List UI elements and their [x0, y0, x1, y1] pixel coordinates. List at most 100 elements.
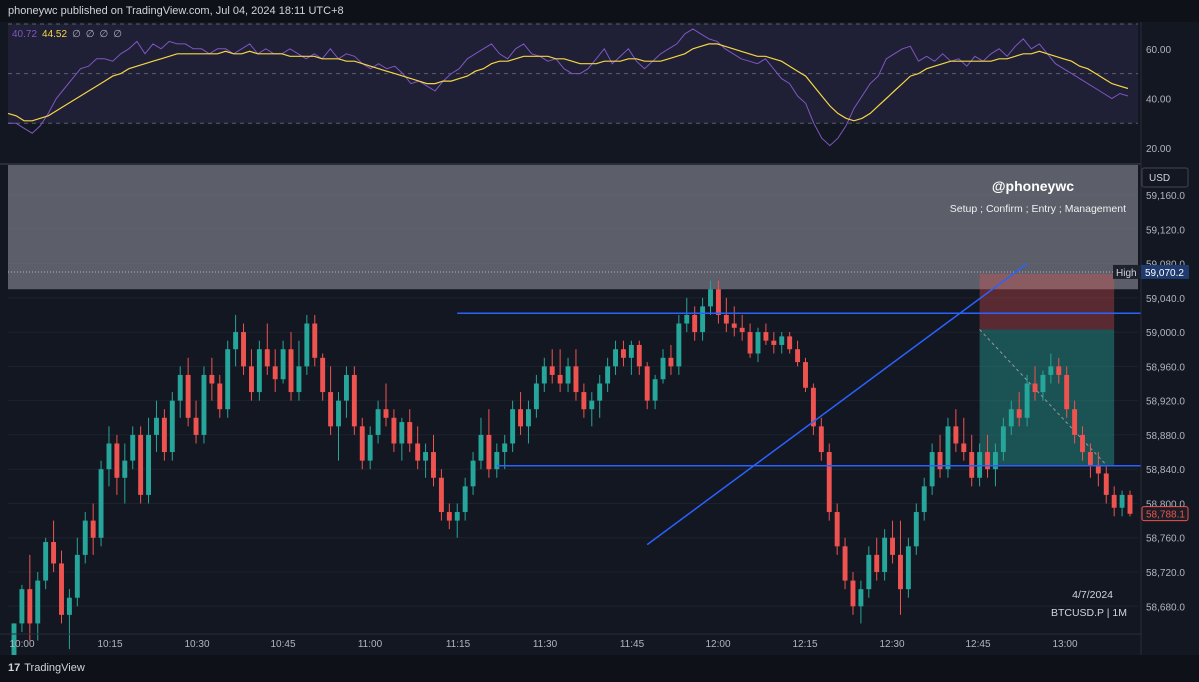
candle-body — [288, 349, 294, 393]
candle — [169, 392, 175, 461]
candle — [82, 512, 88, 564]
watermark-subtitle: Setup ; Confirm ; Entry ; Management — [950, 203, 1126, 215]
candle-body — [818, 426, 824, 453]
candle-body — [913, 512, 919, 547]
candle — [114, 434, 120, 495]
position-stop-zone — [979, 273, 1115, 330]
candle — [470, 452, 476, 495]
price-tick-label: 59,040.0 — [1146, 294, 1185, 305]
candle-body — [605, 366, 611, 384]
candle-body — [1040, 374, 1046, 393]
price-tick-label: 58,920.0 — [1146, 397, 1185, 408]
candle — [961, 417, 967, 461]
candle — [320, 353, 326, 401]
candle — [763, 323, 769, 345]
candle — [272, 349, 278, 393]
rsi-tick-label: 40.00 — [1146, 94, 1171, 105]
candle — [557, 349, 563, 393]
candle-body — [122, 460, 128, 478]
chart-footer: 17 TradingView — [0, 655, 1199, 682]
candle — [739, 314, 745, 341]
candle — [494, 443, 500, 478]
candle-body — [280, 349, 286, 380]
candle — [636, 340, 642, 375]
last-price-tag — [1141, 506, 1189, 522]
candle — [1056, 357, 1062, 384]
candle — [755, 327, 761, 363]
price-tick-label: 58,800.0 — [1146, 499, 1185, 510]
candle — [826, 443, 832, 521]
candle — [431, 434, 436, 487]
candle-body — [19, 589, 25, 624]
candle — [288, 332, 294, 401]
candle-body — [328, 392, 334, 427]
candle-body — [676, 323, 682, 367]
candle — [375, 400, 381, 444]
candle-body — [1119, 494, 1125, 508]
candle — [264, 323, 270, 375]
time-tick-label: 12:15 — [792, 639, 817, 650]
candle — [161, 409, 167, 461]
candle — [929, 443, 935, 495]
candle-body — [526, 409, 531, 427]
candle — [874, 537, 880, 581]
tradingview-logo[interactable]: 17 TradingView — [8, 662, 85, 674]
candle — [296, 340, 302, 401]
candle-body — [343, 374, 349, 401]
chart-background — [0, 22, 1199, 655]
candle — [834, 503, 840, 555]
candle-body — [866, 554, 872, 590]
candle — [478, 417, 484, 470]
time-tick-label: 11:15 — [446, 639, 471, 650]
last-price-text: 58,788.1 — [1146, 510, 1185, 521]
rsi-tick-label: 60.00 — [1146, 45, 1171, 56]
candle-body — [1080, 434, 1085, 453]
candle — [850, 572, 856, 615]
candle — [130, 426, 136, 470]
candle — [779, 332, 785, 354]
rsi-signal-line — [7, 43, 1129, 122]
candle — [810, 383, 816, 435]
candle — [407, 409, 413, 453]
candle-body — [1000, 426, 1006, 453]
candle-body — [383, 409, 389, 418]
candle-body — [470, 460, 476, 487]
candle-body — [201, 374, 207, 435]
candle-body — [161, 417, 167, 453]
candle — [423, 443, 429, 478]
rsi-readout-value: ∅ — [72, 29, 81, 40]
candle — [502, 434, 508, 470]
candle-body — [723, 314, 729, 324]
candle-body — [1111, 494, 1117, 508]
candle — [359, 417, 365, 470]
candle-body — [518, 409, 524, 427]
candle — [905, 537, 911, 598]
candle-body — [359, 426, 365, 461]
candle-body — [241, 332, 246, 367]
candle-body — [59, 563, 64, 615]
high-tag-label: High — [1116, 268, 1137, 279]
candle-body — [834, 512, 840, 547]
candle-body — [1072, 409, 1078, 435]
candle — [620, 340, 626, 367]
candle — [589, 392, 595, 427]
candle — [312, 314, 318, 367]
candle-body — [367, 434, 373, 461]
candle-body — [35, 580, 41, 624]
rsi-line — [8, 28, 1129, 147]
candle-body — [731, 323, 737, 328]
candle-body — [533, 383, 539, 410]
candle-body — [708, 289, 713, 307]
candle — [1032, 366, 1038, 401]
candle — [1119, 490, 1125, 517]
currency-box — [1141, 167, 1189, 188]
candle-body — [90, 520, 96, 538]
candle-body — [652, 379, 658, 401]
time-tick-label: 11:30 — [533, 639, 558, 650]
candle-body — [977, 452, 983, 478]
candle-body — [581, 392, 587, 410]
price-tick-label: 58,680.0 — [1146, 602, 1185, 613]
candle-body — [177, 374, 183, 401]
time-tick-label: 12:00 — [705, 639, 730, 650]
